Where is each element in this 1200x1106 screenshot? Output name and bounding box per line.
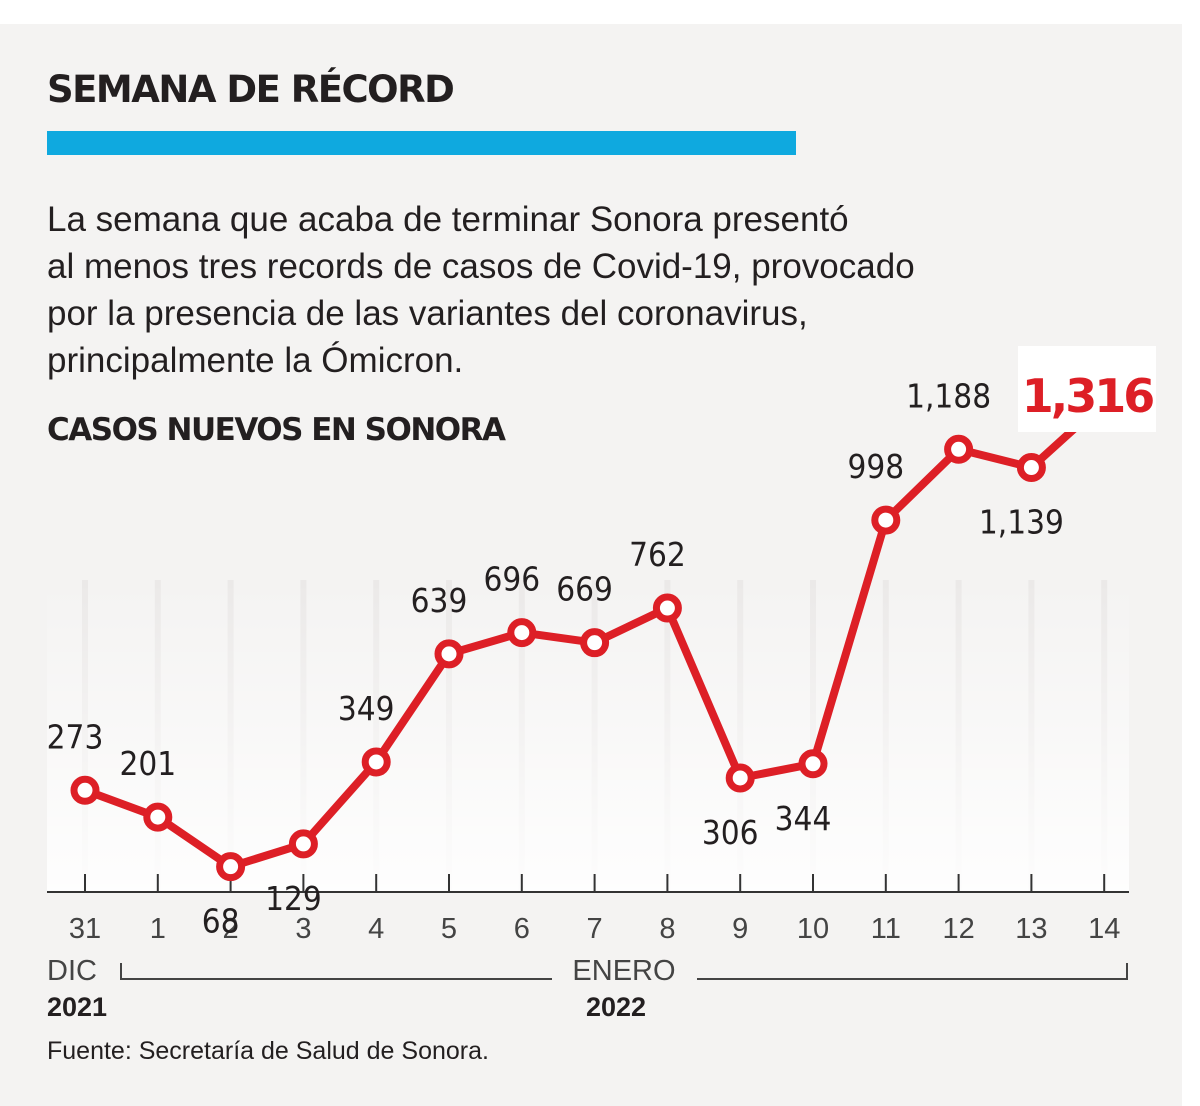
x-tick-label: 4 <box>368 913 384 945</box>
x-tick-label: 13 <box>1015 913 1047 945</box>
intro-line: por la presencia de las variantes del co… <box>47 294 808 333</box>
data-point <box>288 829 318 859</box>
intro-line: La semana que acaba de terminar Sonora p… <box>47 200 849 239</box>
data-point <box>70 775 100 805</box>
data-label: 68 <box>202 902 240 941</box>
period-labels: DIC 2021 ENERO 2022 <box>47 955 1128 1022</box>
x-tick-label: 7 <box>587 913 603 945</box>
data-label: 998 <box>847 447 904 486</box>
page-title: SEMANA DE RÉCORD <box>47 68 455 111</box>
x-tick-label: 11 <box>871 913 901 945</box>
x-tick-labels: 31 1 2 3 4 5 6 7 8 9 10 11 12 13 14 <box>69 913 1120 945</box>
data-point <box>216 852 246 882</box>
intro-line: al menos tres records de casos de Covid-… <box>47 247 915 286</box>
x-tick-label: 3 <box>295 913 311 945</box>
data-point <box>871 505 901 535</box>
period-bracket <box>697 963 1128 980</box>
source-note: Fuente: Secretaría de Salud de Sonora. <box>47 1037 489 1065</box>
data-point <box>361 747 391 777</box>
background-stripes <box>47 580 1129 892</box>
accent-bar <box>47 131 796 155</box>
x-tick-label: 10 <box>797 913 829 945</box>
x-tick-label: 12 <box>942 913 974 945</box>
x-tick-label: 31 <box>69 913 101 945</box>
period-year-label: 2021 <box>47 992 107 1022</box>
period-month-label: ENERO <box>572 955 675 987</box>
data-label: 1,139 <box>979 503 1064 542</box>
period-year-label: 2022 <box>586 992 646 1022</box>
data-label: 639 <box>411 581 468 620</box>
data-point <box>1016 453 1046 483</box>
data-point <box>798 749 828 779</box>
x-axis <box>47 874 1129 893</box>
data-label: 129 <box>265 879 322 918</box>
data-point <box>652 593 682 623</box>
data-label: 696 <box>483 560 540 599</box>
data-label: 344 <box>775 799 832 838</box>
data-point <box>507 618 537 648</box>
data-label: 201 <box>119 744 176 783</box>
data-point <box>143 802 173 832</box>
chart-title: CASOS NUEVOS EN SONORA <box>47 412 506 448</box>
stripe-fade <box>47 580 1129 892</box>
data-label: 306 <box>702 813 759 852</box>
x-tick-label: 9 <box>732 913 748 945</box>
data-label: 762 <box>629 535 686 574</box>
x-tick-label: 1 <box>150 913 166 945</box>
infographic-panel <box>0 24 1182 1106</box>
x-tick-label: 14 <box>1088 913 1120 945</box>
x-tick-label: 6 <box>514 913 530 945</box>
x-tick-label: 8 <box>659 913 675 945</box>
data-point <box>434 639 464 669</box>
data-label: 349 <box>338 689 395 728</box>
callout-box <box>1018 346 1156 432</box>
x-tick-label: 5 <box>441 913 457 945</box>
data-label: 1,188 <box>906 376 991 415</box>
highlight-callout: 1,316 <box>1018 346 1156 432</box>
data-label: 669 <box>556 570 613 609</box>
data-point <box>725 763 755 793</box>
x-tick-label: 2 <box>223 913 239 945</box>
period-month-label: DIC <box>47 955 97 987</box>
data-label: 273 <box>47 717 104 756</box>
data-point <box>580 628 610 658</box>
intro-line: principalmente la Ómicron. <box>47 341 464 380</box>
period-bracket <box>120 963 552 980</box>
intro-text: La semana que acaba de terminar Sonora p… <box>47 196 1157 384</box>
data-labels: 273 201 68 129 349 639 696 669 762 306 344 9981,188… <box>47 376 1064 940</box>
data-point <box>944 434 974 464</box>
highlight-label: 1,316 <box>1022 369 1153 423</box>
